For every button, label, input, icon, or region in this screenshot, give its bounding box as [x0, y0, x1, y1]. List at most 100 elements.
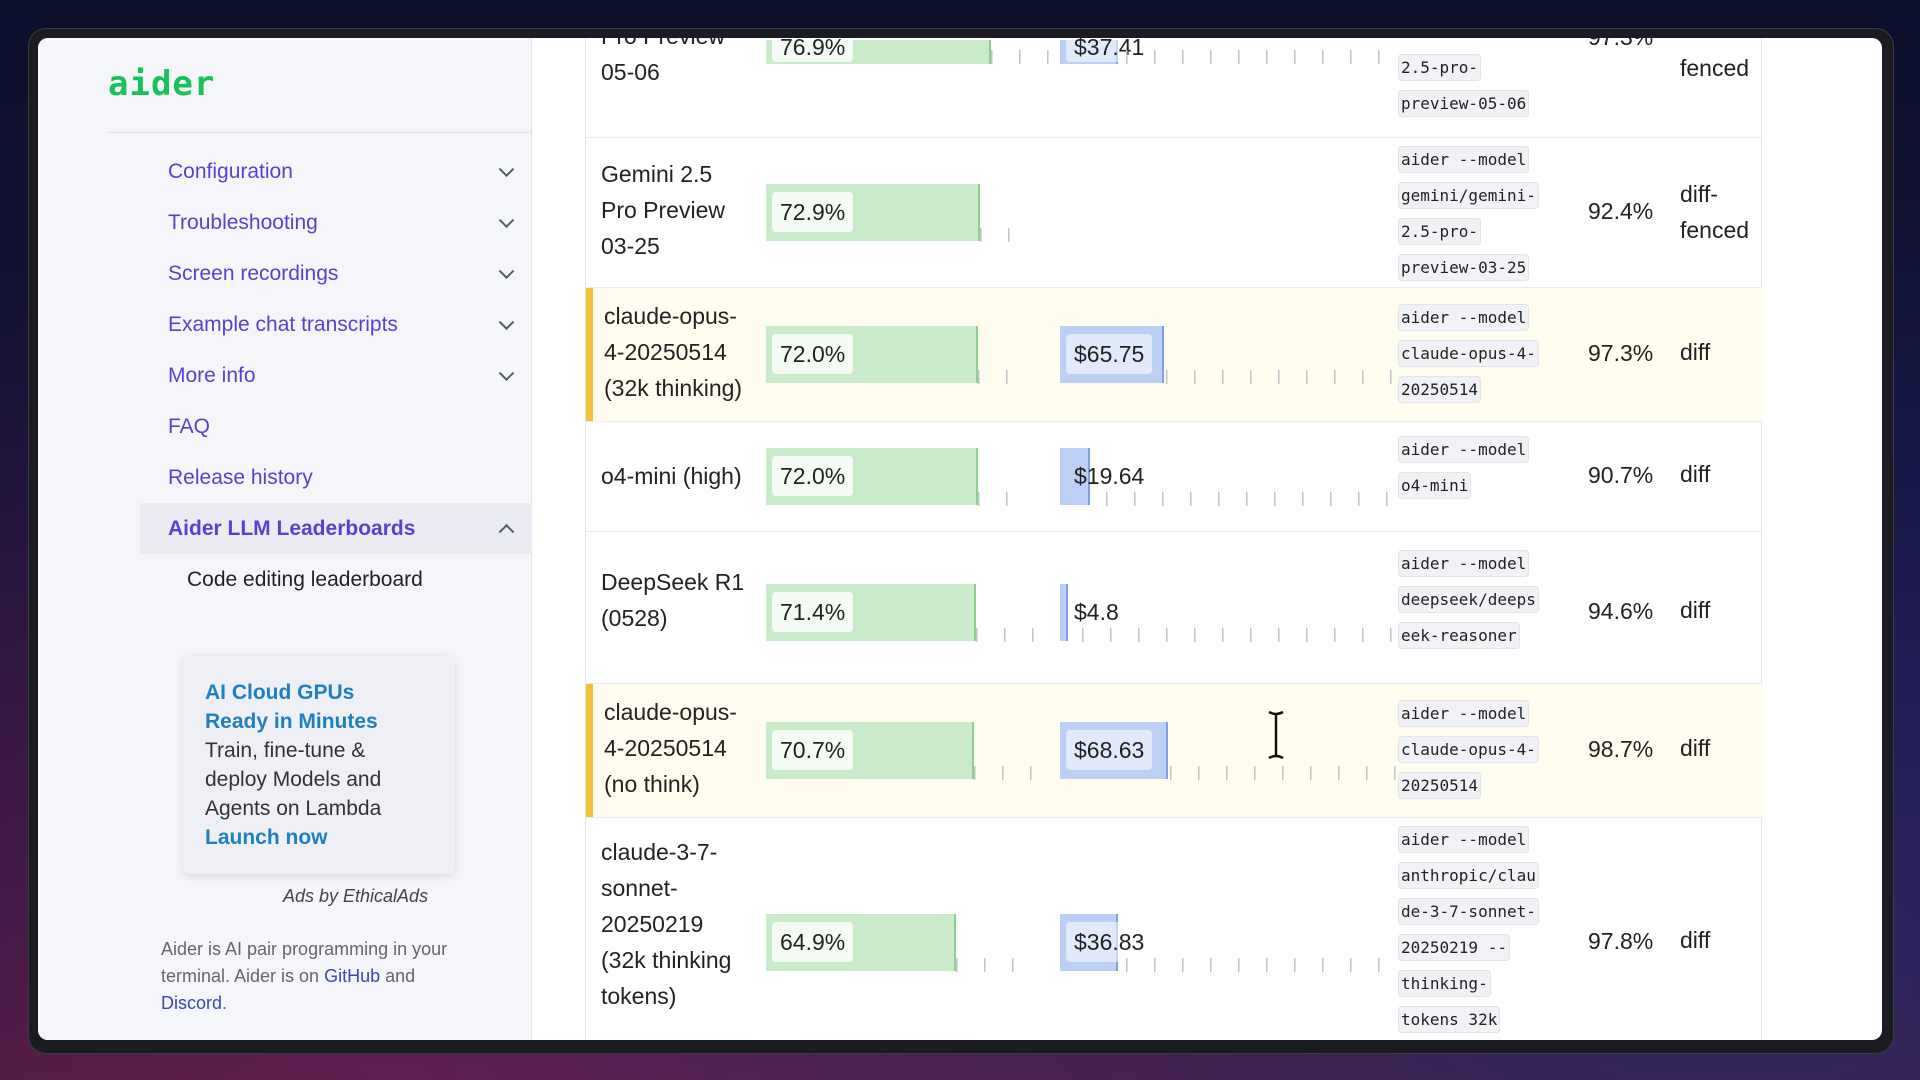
chevron-down-icon[interactable]: [498, 262, 515, 279]
footer-text-1: Aider is AI pair programming in your ter…: [161, 939, 448, 986]
cost-ticks: [1126, 50, 1406, 64]
model-name: claude-3-7-sonnet-20250219 (32k thinking…: [601, 839, 732, 1009]
sidebar-footer: Aider is AI pair programming in your ter…: [161, 936, 481, 1017]
model-command[interactable]: 2.5-pro-preview-05-06: [1398, 50, 1548, 122]
sidebar-subitem-label: Code editing leaderboard: [187, 567, 423, 591]
sidebar-item-label: Configuration: [168, 159, 293, 183]
page: aider Configuration Troubleshooting Scre…: [38, 38, 1882, 1040]
footer-text-3: .: [222, 993, 228, 1013]
sidebar-item-label: Troubleshooting: [168, 210, 318, 234]
edit-format: diff: [1680, 597, 1711, 623]
percent-ticks: [976, 628, 1034, 642]
leaderboard-table: Pro Preview 05-06 76.9% $37.41 2.5-pro-p…: [585, 38, 1763, 1040]
sidebar-item-label: FAQ: [168, 414, 211, 438]
model-name: Pro Preview 05-06: [601, 38, 725, 85]
edit-format: fenced: [1680, 55, 1750, 81]
chevron-down-icon[interactable]: [498, 211, 515, 228]
table-row: Gemini 2.5 Pro Preview 03-25 72.9% aider…: [586, 138, 1763, 288]
correct-format-pct: 97.8%: [1588, 928, 1654, 954]
edit-format: diff-fenced: [1680, 181, 1750, 243]
percent-ticks: [974, 766, 1034, 780]
percent-label: 72.9%: [772, 192, 854, 232]
sidebar-nav: Configuration Troubleshooting Screen rec…: [140, 146, 532, 605]
chevron-down-icon[interactable]: [498, 364, 515, 381]
text-cursor-icon: [1268, 710, 1284, 760]
ad-cta-link[interactable]: Launch now: [205, 826, 328, 849]
cost-bar: [1060, 584, 1068, 641]
model-command[interactable]: aider --model anthropic/clau de-3-7-sonnet…: [1398, 822, 1548, 1038]
model-command[interactable]: aider --model claude-opus-4- 20250514: [1398, 696, 1548, 804]
sidebar-item-faq[interactable]: FAQ: [140, 401, 532, 452]
percent-label: 71.4%: [772, 592, 854, 632]
table-row: claude-opus-4-20250514 (32k thinking) 72…: [586, 288, 1763, 422]
model-name: claude-opus-4-20250514 (32k thinking): [604, 303, 743, 401]
sidebar-item-label: Release history: [168, 465, 313, 489]
cost-ticks: [1170, 766, 1406, 780]
github-link[interactable]: GitHub: [324, 966, 381, 986]
edit-format: diff: [1680, 735, 1711, 761]
percent-ticks: [956, 958, 1034, 972]
sidebar-item-label: Aider LLM Leaderboards: [168, 516, 416, 540]
cost-label: $4.8: [1074, 599, 1119, 625]
sidebar-item-troubleshooting[interactable]: Troubleshooting: [140, 197, 532, 248]
correct-format-pct: 97.3%: [1588, 38, 1653, 51]
percent-label: 70.7%: [772, 730, 854, 770]
percent-label: 72.0%: [772, 334, 854, 374]
percent-ticks: [991, 50, 1061, 64]
model-command[interactable]: aider --model gemini/gemini- 2.5-pro-previ…: [1398, 142, 1548, 286]
model-command[interactable]: aider --model claude-opus-4- 20250514: [1398, 300, 1548, 408]
sidebar-item-label: More info: [168, 363, 256, 387]
cost-ticks: [1126, 958, 1406, 972]
correct-format-pct: 97.3%: [1588, 340, 1654, 366]
model-command[interactable]: aider --model deepseek/deeps eek-reasoner: [1398, 546, 1548, 654]
sidebar-item-release-history[interactable]: Release history: [140, 452, 532, 503]
sidebar-item-label: Example chat transcripts: [168, 312, 398, 336]
sidebar-item-label: Screen recordings: [168, 261, 339, 285]
sidebar-item-example-chat-transcripts[interactable]: Example chat transcripts: [140, 299, 532, 350]
edit-format: diff: [1680, 461, 1711, 487]
table-row: Pro Preview 05-06 76.9% $37.41 2.5-pro-p…: [586, 38, 1763, 138]
percent-label: 76.9%: [772, 38, 854, 62]
correct-format-pct: 94.6%: [1588, 598, 1654, 624]
model-name: Gemini 2.5 Pro Preview 03-25: [601, 161, 725, 259]
edit-format: diff: [1680, 927, 1711, 953]
percent-ticks: [978, 492, 1034, 506]
sidebar-item-configuration[interactable]: Configuration: [140, 146, 532, 197]
sidebar-item-screen-recordings[interactable]: Screen recordings: [140, 248, 532, 299]
sidebar-item-more-info[interactable]: More info: [140, 350, 532, 401]
cost-label: $68.63: [1066, 730, 1153, 770]
ad-title[interactable]: AI Cloud GPUs: [205, 681, 355, 704]
percent-label: 72.0%: [772, 456, 854, 496]
chevron-down-icon[interactable]: [498, 313, 515, 330]
percent-label: 64.9%: [772, 922, 854, 962]
percent-ticks: [980, 228, 1036, 242]
correct-format-pct: 92.4%: [1588, 198, 1654, 224]
chevron-up-icon[interactable]: [498, 523, 515, 540]
cost-ticks: [1166, 370, 1406, 384]
cost-label: $65.75: [1066, 334, 1153, 374]
model-name: claude-opus-4-20250514 (no think): [604, 699, 737, 797]
table-row: DeepSeek R1 (0528) 71.4% $4.8 aider --mo…: [586, 532, 1763, 684]
footer-text-2: and: [380, 966, 416, 986]
sidebar-subitem-code-editing-leaderboard[interactable]: Code editing leaderboard: [140, 554, 532, 605]
discord-link[interactable]: Discord: [161, 993, 223, 1013]
aider-logo[interactable]: aider: [108, 64, 216, 104]
table-row: o4-mini (high) 72.0% $19.64 aider --mode…: [586, 422, 1763, 532]
model-name: DeepSeek R1 (0528): [601, 569, 745, 631]
cost-label: $36.83: [1066, 922, 1153, 962]
sidebar: aider Configuration Troubleshooting Scre…: [38, 38, 532, 1040]
edit-format: diff: [1680, 339, 1711, 365]
sidebar-item-aider-llm-leaderboards[interactable]: Aider LLM Leaderboards: [140, 503, 532, 554]
table-row: claude-3-7-sonnet-20250219 (32k thinking…: [586, 818, 1763, 1040]
ad-attribution[interactable]: Ads by EthicalAds: [283, 886, 429, 906]
model-command[interactable]: aider --model o4-mini: [1398, 432, 1548, 504]
percent-ticks: [978, 370, 1034, 384]
cost-label: $19.64: [1074, 463, 1145, 489]
ad-title-line2[interactable]: Ready in Minutes: [205, 710, 378, 733]
cost-ticks: [1082, 628, 1406, 642]
ad-card[interactable]: AI Cloud GPUs Ready in Minutes Train, fi…: [183, 656, 455, 874]
model-name: o4-mini (high): [601, 463, 742, 489]
cost-bar: [1060, 448, 1090, 505]
chevron-down-icon[interactable]: [498, 160, 515, 177]
ad-body: Train, fine-tune & deploy Models and Age…: [205, 739, 382, 820]
